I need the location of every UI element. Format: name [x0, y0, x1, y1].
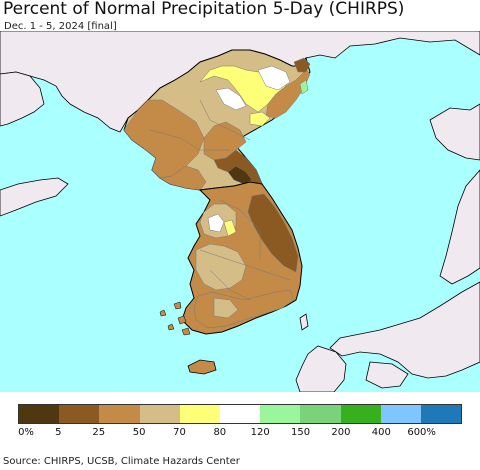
japan-shikoku — [365, 361, 409, 389]
province-borders — [149, 99, 291, 301]
map-title: Percent of Normal Precipitation 5-Day (C… — [3, 0, 405, 19]
legend-label: 5 — [55, 427, 62, 438]
sk-west-yellow — [223, 219, 237, 237]
legend-label: 120 — [250, 427, 270, 438]
legend-swatch — [300, 405, 341, 423]
nk-east-darkest — [227, 165, 253, 185]
legend-swatch — [340, 405, 381, 423]
map-subtitle: Dec. 1 - 5, 2024 [final] — [4, 21, 117, 32]
legend-label: 80 — [213, 427, 227, 438]
legend-swatch — [219, 405, 261, 423]
tsushima-island — [299, 313, 309, 331]
japan-northern-honshu — [439, 169, 480, 285]
legend-colorbar — [18, 404, 462, 424]
shandong-peninsula — [0, 177, 69, 217]
nk-north-yellow-2 — [249, 111, 271, 127]
legend-label: 600% — [407, 427, 436, 438]
legend-label: 400 — [371, 427, 391, 438]
legend-swatch — [260, 405, 301, 423]
nk-west-coast-brown — [123, 99, 205, 179]
southwest-islands — [159, 301, 191, 336]
nk-center-brown — [203, 121, 247, 161]
liaodong-peninsula — [0, 71, 45, 127]
source-credit: Source: CHIRPS, UCSB, Climate Hazards Ce… — [3, 456, 240, 467]
legend-label: 50 — [132, 427, 146, 438]
nk-south-brown — [159, 165, 207, 191]
sk-east-darkbrown — [247, 193, 299, 273]
legend-swatch — [99, 405, 140, 423]
legend-labels: 0% 5 25 50 70 80 120 150 200 400 600% — [0, 427, 480, 441]
legend-swatch — [139, 405, 180, 423]
legend-label: 25 — [92, 427, 106, 438]
legend-label: 70 — [173, 427, 186, 438]
legend-label: 150 — [290, 427, 311, 438]
legend-swatch — [19, 405, 60, 423]
nk-northeast-brown — [265, 69, 311, 119]
japan-kyushu — [295, 345, 347, 392]
nk-north-white-2 — [257, 65, 291, 91]
nk-northeast-green — [299, 79, 309, 95]
jeju-island — [187, 359, 217, 375]
japan-hokkaido-tip — [429, 103, 480, 161]
sk-seoul-white — [207, 213, 225, 233]
nk-north-white — [215, 87, 247, 111]
legend-label: 0% — [18, 427, 34, 438]
legend-swatch — [59, 405, 100, 423]
legend-swatch — [420, 405, 462, 423]
legend-swatch — [179, 405, 220, 423]
sk-center-tan — [195, 243, 247, 291]
japan-honshu — [329, 281, 480, 379]
legend-label: 200 — [331, 427, 351, 438]
legend-swatch — [380, 405, 421, 423]
nk-northeast-darkbrown — [293, 57, 311, 73]
precipitation-map — [0, 31, 480, 392]
sk-southwest-tan — [213, 297, 239, 319]
